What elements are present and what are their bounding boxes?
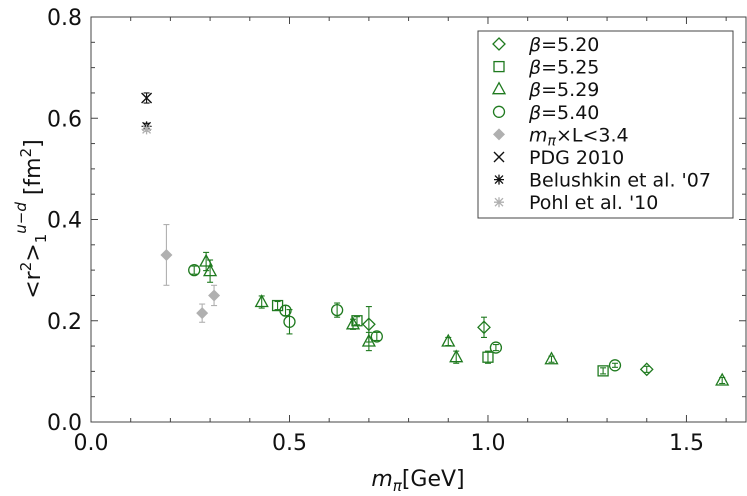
- data-point: [441, 333, 456, 347]
- legend-entry: Belushkin et al. '07: [494, 170, 711, 192]
- data-point: [608, 359, 622, 372]
- data-point: [283, 315, 296, 328]
- tick-labels: 0.0 0.5 1.0 1.5 0.0 0.2 0.4 0.6 0.8: [47, 6, 704, 456]
- legend-entry: PDG 2010: [493, 147, 624, 169]
- data-point: [639, 362, 654, 377]
- series-4: [160, 224, 221, 323]
- data-point: [196, 307, 209, 320]
- legend-label: β=5.40: [528, 102, 599, 124]
- legend-label: mπ×L<3.4: [529, 124, 629, 149]
- legend-label: PDG 2010: [529, 147, 624, 169]
- y-axis-label: <r2>1u−d [fm2]: [12, 139, 50, 299]
- legend-marker: [493, 60, 505, 73]
- legend-label: Belushkin et al. '07: [529, 170, 711, 192]
- y-tick-label: 0.8: [47, 6, 82, 31]
- legend-entry: β=5.40: [492, 102, 599, 124]
- legend-marker: [492, 105, 506, 118]
- legend-marker: [494, 174, 504, 185]
- legend-entry: Pohl et al. '10: [494, 192, 658, 214]
- data-point: [208, 289, 221, 302]
- data-point: [477, 320, 491, 335]
- legend-label: β=5.25: [528, 57, 599, 79]
- data-point: [279, 304, 292, 317]
- data-point: [489, 341, 503, 354]
- legend-entry: β=5.29: [491, 79, 599, 101]
- legend-marker: [493, 128, 505, 141]
- data-point: [361, 317, 376, 332]
- legend-box: [477, 30, 734, 219]
- series-7: [141, 124, 152, 135]
- data-point: [330, 303, 344, 317]
- data-point: [715, 372, 730, 386]
- y-tick-label: 0.6: [47, 107, 82, 132]
- legend-marker: [492, 37, 506, 51]
- series-1: [271, 299, 609, 377]
- legend-marker: [493, 151, 505, 163]
- data-point: [141, 92, 153, 104]
- data-point: [202, 263, 218, 277]
- legend-marker: [494, 197, 504, 208]
- data-point: [449, 349, 464, 363]
- series-3: [188, 263, 622, 372]
- data-point: [345, 316, 361, 330]
- legend-label: Pohl et al. '10: [529, 192, 658, 214]
- legend-label: β=5.20: [528, 34, 599, 56]
- data-points: [141, 92, 730, 386]
- ticks: [90, 16, 746, 423]
- series-2: [199, 251, 730, 386]
- y-tick-label: 0.4: [47, 209, 82, 234]
- series-5: [141, 92, 153, 104]
- x-tick-label: 0.0: [74, 431, 109, 456]
- x-axis-label: mπ[GeV]: [371, 467, 464, 495]
- legend-label: β=5.29: [528, 79, 599, 101]
- data-point: [188, 263, 201, 277]
- legend-marker: [491, 81, 507, 95]
- data-point: [361, 333, 376, 347]
- data-point: [141, 124, 152, 135]
- data-point: [160, 248, 173, 261]
- x-tick-label: 1.0: [470, 431, 505, 456]
- legend-entry: mπ×L<3.4: [493, 124, 629, 149]
- x-tick-label: 0.5: [272, 431, 307, 456]
- data-point: [597, 365, 609, 377]
- legend-entry: β=5.20: [492, 34, 599, 56]
- data-point: [254, 294, 269, 308]
- series-0: [361, 306, 654, 377]
- data-point: [482, 351, 494, 363]
- data-point: [544, 351, 559, 365]
- y-tick-label: 0.0: [47, 411, 82, 436]
- data-point: [370, 330, 383, 343]
- y-tick-label: 0.2: [47, 310, 82, 335]
- legend-entry: β=5.25: [493, 57, 599, 79]
- x-tick-label: 1.5: [669, 431, 704, 456]
